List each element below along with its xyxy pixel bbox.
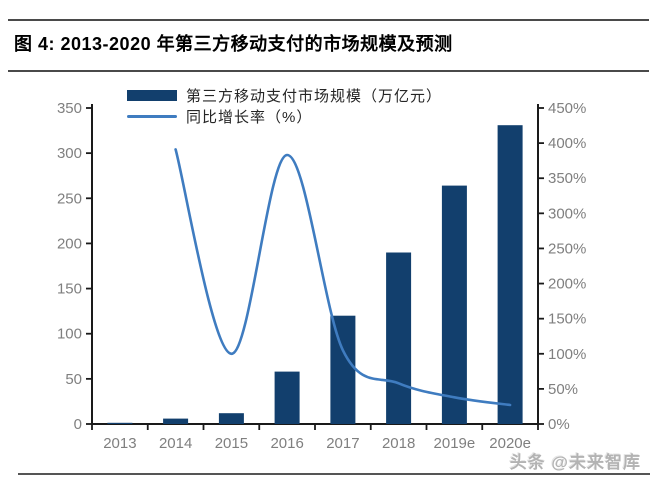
left-axis-label: 250 [57,190,82,207]
bar-series [107,125,523,424]
chart-legend: 第三方移动支付市场规模（万亿元） 同比增长率（%） [127,85,442,127]
right-axis-label: 300% [548,205,586,222]
bar-2016 [274,371,300,424]
bar-2020e [497,125,523,424]
figure-title: 图 4: 2013-2020 年第三方移动支付的市场规模及预测 [14,34,453,54]
x-axis-label-2014: 2014 [159,435,192,452]
left-axis-label: 350 [57,100,82,117]
line-series [174,148,512,407]
legend-label-growth-rate: 同比增长率（%） [186,109,313,126]
watermark: 头条 @未来智库 [509,453,641,472]
title-divider-rule [8,70,649,72]
right-axis-label: 400% [548,135,586,152]
right-axis-label: 450% [548,100,586,117]
x-axis-label-2015: 2015 [215,435,248,452]
x-axis-label-2020e: 2020e [489,435,531,452]
left-axis-label: 100 [57,326,82,343]
x-axis-label-2019e: 2019e [434,435,476,452]
bar-2019e [441,185,467,424]
bar-2013 [107,422,133,424]
left-axis-label: 200 [57,235,82,252]
right-axis-label: 100% [548,346,586,363]
right-axis-label: 50% [548,381,578,398]
x-axis-label-2016: 2016 [270,435,303,452]
x-axis-label-2018: 2018 [382,435,415,452]
left-axis-label: 150 [57,281,82,298]
legend-item-growth-rate: 同比增长率（%） [127,106,442,127]
legend-item-market-size: 第三方移动支付市场规模（万亿元） [127,85,442,106]
chart-area: 0 50 100 150 200 250 300 350 0% 50% 100% 150% 200% 25… [0,85,653,475]
left-axis-label: 0 [74,416,82,433]
x-axis-label-2013: 2013 [103,435,136,452]
top-rule [8,19,649,21]
right-axis-label: 200% [548,276,586,293]
x-axis-label-2017: 2017 [326,435,359,452]
left-axis-label: 300 [57,145,82,162]
right-axis-label: 350% [548,170,586,187]
bottom-rule [18,473,650,475]
chart-canvas: 0 50 100 150 200 250 300 350 0% 50% 100% 150% 200% 25… [57,100,586,452]
bar-series-swatch [127,90,177,101]
legend-label-market-size: 第三方移动支付市场规模（万亿元） [186,88,443,105]
bar-2015 [218,413,244,424]
bar-2018 [386,252,412,424]
right-axis-label: 0% [548,416,570,433]
bar-2017 [330,315,356,424]
axis-tick-labels: 0 50 100 150 200 250 300 350 0% 50% 100% 150% 200% 25… [57,100,586,452]
axes [86,104,544,430]
bar-2014 [163,418,189,424]
right-axis-label: 250% [548,240,586,257]
growth-line-path [174,148,512,407]
right-axis-label: 150% [548,311,586,328]
line-series-swatch [127,115,177,118]
left-axis-label: 50 [65,371,82,388]
